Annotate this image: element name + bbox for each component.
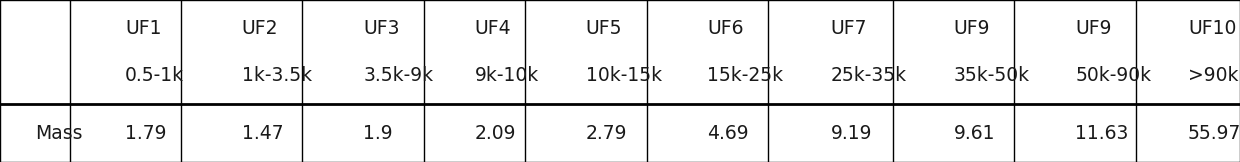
Text: 9.19: 9.19 [831,124,872,143]
Text: UF9: UF9 [1075,19,1112,38]
Bar [893,0,1014,104]
Text: 2.09: 2.09 [475,124,516,143]
Text: 1k-3.5k: 1k-3.5k [242,66,311,85]
Bar [303,0,424,104]
Bar [1136,0,1240,104]
Bar [1014,0,1136,104]
Bar [181,0,303,104]
Text: 15k-25k: 15k-25k [707,66,784,85]
Text: 9k-10k: 9k-10k [475,66,538,85]
Text: UF6: UF6 [707,19,744,38]
Text: 11.63: 11.63 [1075,124,1128,143]
Bar [893,104,1014,162]
Bar [0,104,69,162]
Text: 10k-15k: 10k-15k [585,66,662,85]
Bar [69,0,181,104]
Bar [424,0,525,104]
Bar [1136,104,1240,162]
Text: UF4: UF4 [475,19,511,38]
Bar [646,104,768,162]
Text: 2.79: 2.79 [585,124,627,143]
Text: UF3: UF3 [363,19,399,38]
Text: 1.79: 1.79 [125,124,166,143]
Text: UF7: UF7 [831,19,867,38]
Bar [525,104,646,162]
Text: Mass: Mass [35,124,82,143]
Bar [424,104,525,162]
Text: 9.61: 9.61 [954,124,996,143]
Bar [646,0,768,104]
Text: 55.97: 55.97 [1188,124,1240,143]
Text: 35k-50k: 35k-50k [954,66,1029,85]
Text: UF1: UF1 [125,19,161,38]
Bar [181,104,303,162]
Bar [69,104,181,162]
Bar [1014,104,1136,162]
Text: 25k-35k: 25k-35k [831,66,906,85]
Text: UF5: UF5 [585,19,622,38]
Text: UF10: UF10 [1188,19,1236,38]
Bar [525,0,646,104]
Text: 3.5k-9k: 3.5k-9k [363,66,434,85]
Text: UF9: UF9 [954,19,991,38]
Text: 1.9: 1.9 [363,124,393,143]
Text: 0.5-1k: 0.5-1k [125,66,185,85]
Text: 4.69: 4.69 [707,124,749,143]
Text: 50k-90k: 50k-90k [1075,66,1152,85]
Text: UF2: UF2 [242,19,278,38]
Bar [768,0,893,104]
Bar [303,104,424,162]
Text: 1.47: 1.47 [242,124,283,143]
Text: >90k: >90k [1188,66,1239,85]
Bar [768,104,893,162]
Bar [0,0,69,104]
